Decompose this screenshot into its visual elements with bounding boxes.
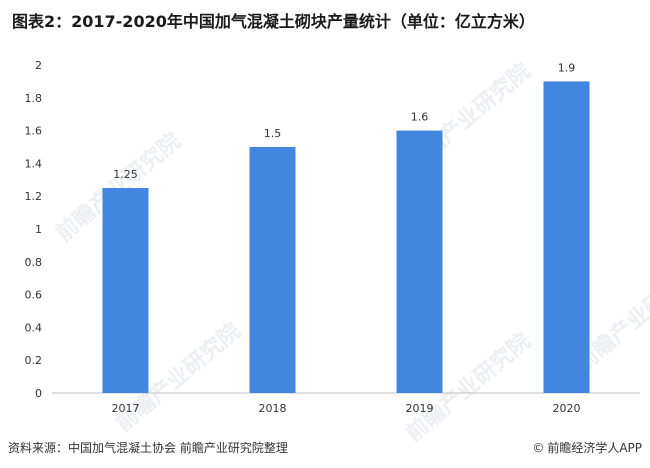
y-tick-label: 1.8	[25, 92, 43, 105]
x-tick-label: 2020	[553, 402, 581, 415]
data-label-2020: 1.9	[558, 61, 576, 74]
bar-2018	[249, 147, 296, 393]
y-tick-label: 0.8	[25, 256, 43, 269]
y-tick-label: 0.2	[25, 354, 43, 367]
data-label-2017: 1.25	[113, 168, 138, 181]
bar-2020	[543, 81, 590, 394]
bar-chart: 0 0.2 0.4 0.6 0.8 1 1.2 1.4 1.6 1.8 2 1.25 2017 1.5 20…	[25, 59, 640, 415]
data-label-2018: 1.5	[264, 127, 282, 140]
chart-title: 图表2：2017-2020年中国加气混凝土砌块产量统计（单位：亿立方米）	[12, 12, 535, 31]
y-tick-label: 1.6	[25, 125, 43, 138]
x-tick-label: 2017	[112, 402, 140, 415]
y-tick-label: 2	[35, 59, 42, 72]
x-tick-label: 2018	[259, 402, 287, 415]
x-tick-label: 2019	[406, 402, 434, 415]
bar-2019	[396, 130, 443, 393]
data-label-2019: 1.6	[411, 111, 429, 124]
y-tick-label: 1.2	[25, 190, 43, 203]
source-note: 资料来源：中国加气混凝土协会 前瞻产业研究院整理	[8, 441, 288, 455]
brand-label: 前瞻经济学人APP	[547, 441, 642, 455]
y-tick-label: 1.4	[25, 157, 43, 170]
brand-credit: © 前瞻经济学人APP	[532, 439, 642, 456]
y-tick-label: 0.4	[25, 321, 43, 334]
bar-2017	[102, 188, 149, 393]
y-tick-label: 0	[35, 387, 42, 400]
y-tick-label: 0.6	[25, 289, 43, 302]
copyright-icon: ©	[532, 440, 545, 455]
y-tick-label: 1	[35, 223, 42, 236]
